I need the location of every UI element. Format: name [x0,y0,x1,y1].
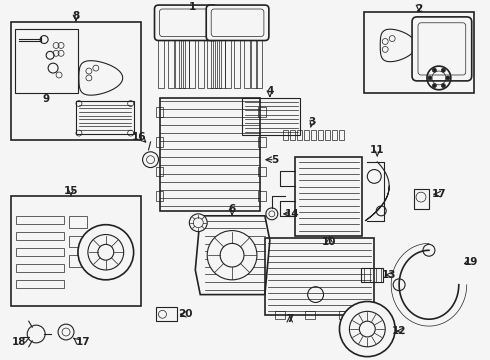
Circle shape [433,68,437,72]
Bar [69,216,87,228]
Text: 10: 10 [322,237,337,247]
Text: 14: 14 [284,209,299,219]
Circle shape [207,231,257,280]
Circle shape [441,68,445,72]
Text: 18: 18 [12,337,26,347]
Bar [16,264,64,272]
Text: 9: 9 [43,94,49,104]
Bar [11,22,141,140]
Text: 19: 19 [464,257,478,267]
Bar [318,130,323,140]
Bar [258,191,266,201]
Bar [16,232,64,240]
Bar [283,130,288,140]
Bar [265,238,374,315]
Bar [258,167,266,176]
Bar [414,189,429,209]
Text: 2: 2 [416,4,423,14]
Text: 16: 16 [131,132,146,142]
Bar [155,191,164,201]
Circle shape [340,301,395,357]
Bar [340,311,349,319]
Bar [76,100,134,134]
Text: 17: 17 [75,337,90,347]
Circle shape [433,84,437,87]
Bar [155,307,177,321]
Text: 13: 13 [382,270,396,280]
Bar [297,130,302,140]
Bar [258,108,266,117]
Text: 3: 3 [308,117,315,127]
Bar [16,280,64,288]
Bar [325,130,330,140]
Bar [290,130,295,140]
Bar [275,311,285,319]
Circle shape [428,76,432,80]
Text: 1: 1 [189,2,196,12]
Text: 15: 15 [64,186,78,196]
Circle shape [189,214,207,231]
Text: 4: 4 [266,86,273,96]
Text: 11: 11 [370,145,385,155]
Text: 5: 5 [271,155,278,165]
Bar [305,311,315,319]
Bar [311,130,316,140]
Circle shape [441,84,445,87]
Bar [332,130,337,140]
Bar [294,157,362,235]
Text: 12: 12 [392,326,406,336]
Bar [365,12,474,93]
Bar [155,137,164,147]
FancyBboxPatch shape [412,17,472,81]
Bar [16,248,64,256]
Text: 7: 7 [286,314,294,324]
Bar [304,130,309,140]
Text: 8: 8 [73,11,79,21]
Bar [16,216,64,224]
FancyBboxPatch shape [154,5,217,41]
Polygon shape [79,61,122,95]
Circle shape [78,225,134,280]
FancyBboxPatch shape [206,5,269,41]
Bar [11,196,141,306]
Polygon shape [380,29,416,62]
Bar [361,268,383,282]
Circle shape [446,76,450,80]
Bar [155,167,164,176]
Bar [161,98,260,211]
Bar [69,235,87,247]
Bar [258,137,266,147]
Text: 17: 17 [432,189,446,199]
Text: 6: 6 [228,204,236,214]
Text: 20: 20 [178,309,193,319]
Bar [155,108,164,117]
Bar [340,130,344,140]
Bar [242,98,300,135]
Bar [69,255,87,267]
Bar [15,29,78,93]
